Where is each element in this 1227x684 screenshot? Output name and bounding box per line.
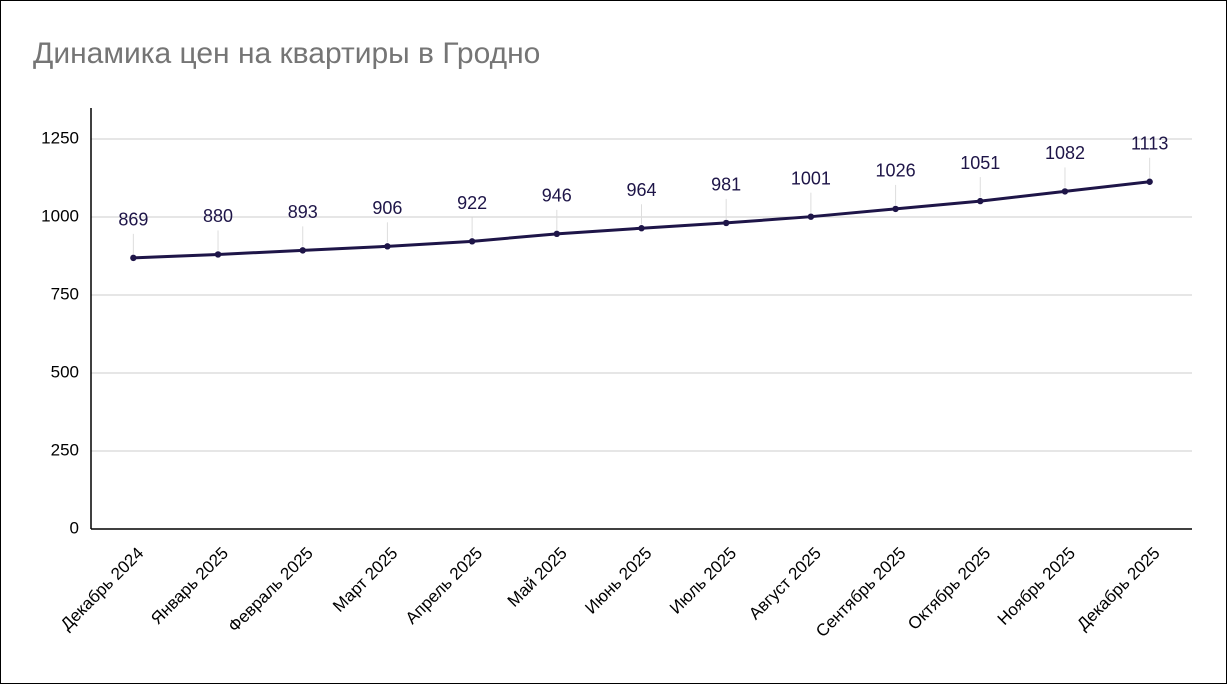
data-label: 906 [372,198,402,218]
y-tick-label: 250 [51,440,79,459]
point [807,213,815,220]
point [384,243,391,250]
point [468,238,476,245]
point [299,247,306,254]
data-label: 1001 [791,168,831,188]
y-tick-label: 1250 [41,128,79,147]
data-label: 1113 [1131,133,1168,153]
data-label: 1082 [1045,143,1085,163]
data-label: 1026 [876,161,916,181]
point [977,197,984,205]
y-tick-label: 750 [51,284,79,303]
point [638,225,645,232]
data-label: 869 [118,210,148,230]
data-label: 880 [203,206,233,226]
point [553,230,561,238]
y-tick-label: 1000 [41,206,79,225]
chart-title: Динамика цен на квартиры в Гродно [33,37,540,70]
y-tick-label: 500 [51,362,79,381]
point [1146,178,1153,185]
data-label: 922 [457,193,487,213]
data-label: 964 [626,180,656,200]
point [130,254,137,262]
point [1061,188,1069,195]
data-label: 1051 [960,153,1000,173]
y-tick-label: 0 [70,518,79,537]
data-label: 893 [288,202,318,222]
point [722,219,730,227]
point [892,205,899,213]
data-label: 946 [542,186,572,206]
data-label: 981 [711,175,741,195]
point [214,251,222,258]
